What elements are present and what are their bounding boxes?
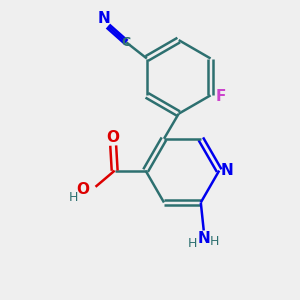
Text: C: C [121, 36, 130, 49]
Text: H: H [188, 237, 197, 250]
Text: H: H [210, 235, 220, 248]
Text: N: N [197, 231, 210, 246]
Text: O: O [77, 182, 90, 197]
Text: N: N [97, 11, 110, 26]
Text: O: O [107, 130, 120, 145]
Text: H: H [69, 190, 78, 204]
Text: F: F [216, 89, 226, 104]
Text: N: N [221, 163, 234, 178]
